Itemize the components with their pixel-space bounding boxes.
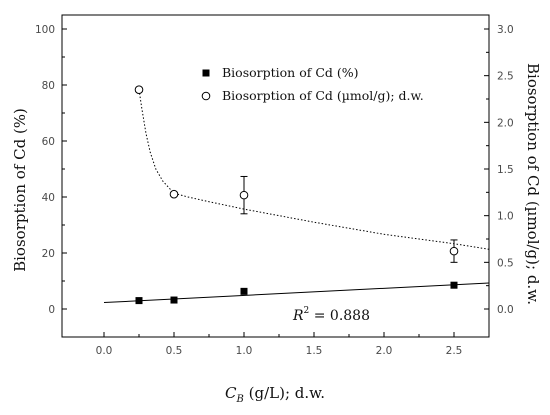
- legend: Biosorption of Cd (%) Biosorption of Cd …: [201, 65, 424, 103]
- curve-fit-line: [138, 89, 490, 250]
- percent-point: [450, 281, 458, 289]
- r-squared-value: = 0.888: [309, 308, 370, 324]
- linear-fit-line: [103, 282, 490, 304]
- x-axis-ticks: 0.0 0.5 1.0 1.5 2.0 2.5: [96, 332, 463, 357]
- x-tick-label: 2.0: [376, 345, 393, 357]
- x-axis-title-base: C: [225, 384, 237, 402]
- umol-point: [449, 246, 459, 256]
- left-y-axis-title: Biosorption of Cd (%): [11, 108, 29, 272]
- left-y-tick-label: 100: [35, 24, 55, 36]
- right-y-tick-label: 0.5: [497, 257, 514, 269]
- percent-point: [240, 287, 248, 295]
- umol-point: [134, 85, 144, 94]
- left-y-tick-label: 40: [42, 192, 55, 204]
- r-squared-sup: 2: [304, 306, 310, 316]
- legend-label-umol: Biosorption of Cd (µmol/g); d.w.: [222, 88, 424, 103]
- x-axis-title-rest: (g/L); d.w.: [244, 384, 325, 402]
- error-bars: [240, 175, 458, 263]
- umol-point: [239, 190, 249, 200]
- plot-frame: [61, 14, 490, 338]
- right-y-tick-label: 2.0: [497, 117, 514, 129]
- r-squared-base: R: [292, 308, 304, 324]
- left-y-tick-label: 80: [42, 80, 55, 92]
- right-y-tick-label: 3.0: [497, 24, 514, 36]
- r-squared-annotation: R2 = 0.888: [292, 306, 370, 324]
- legend-label-percent: Biosorption of Cd (%): [222, 65, 359, 80]
- x-tick-label: 1.5: [306, 345, 323, 357]
- x-axis-title-sub: B: [236, 394, 244, 405]
- left-y-tick-label: 60: [42, 136, 55, 148]
- x-tick-label: 1.0: [236, 345, 253, 357]
- x-tick-label: 0.5: [166, 345, 183, 357]
- fit-lines: [103, 89, 490, 304]
- right-y-tick-label: 1.0: [497, 211, 514, 223]
- umol-point: [169, 189, 179, 199]
- right-y-axis-title: Biosorption of Cd (µmol/g); d.w.: [524, 63, 542, 305]
- legend-marker-square: [202, 69, 210, 77]
- right-y-tick-label: 1.5: [497, 164, 514, 176]
- x-tick-label: 0.0: [96, 345, 113, 357]
- x-axis-title: CB (g/L); d.w.: [225, 384, 325, 405]
- left-y-tick-label: 20: [42, 248, 55, 260]
- right-y-axis-ticks: 0.0 0.5 1.0 1.5 2.0 2.5 3.0: [484, 24, 514, 316]
- percent-point: [170, 296, 178, 304]
- legend-marker-circle: [201, 91, 211, 101]
- right-y-tick-label: 0.0: [497, 304, 514, 316]
- percent-point: [135, 297, 143, 305]
- right-y-tick-label: 2.5: [497, 71, 514, 83]
- x-tick-label: 2.5: [446, 345, 463, 357]
- data-points: [134, 85, 459, 305]
- left-y-axis-ticks: 0 20 40 60 80 100: [35, 24, 67, 316]
- left-y-tick-label: 0: [48, 304, 55, 316]
